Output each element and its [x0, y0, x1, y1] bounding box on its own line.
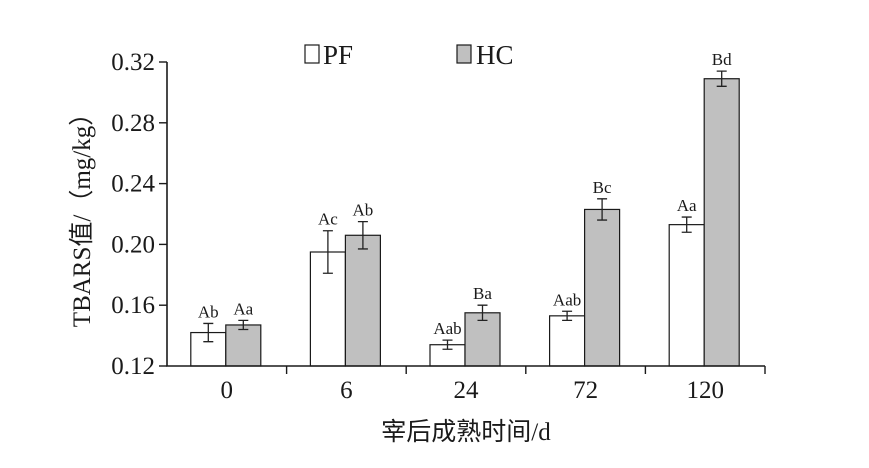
bar-hc: [344, 234, 381, 367]
x-axis-ticks: 0 6 24 72 120: [221, 366, 766, 404]
bar-series: [190, 78, 740, 367]
bar-label-pf: Aab: [433, 319, 461, 338]
x-tick-label: 0: [221, 377, 234, 404]
bar-label-pf: Ab: [198, 302, 219, 321]
error-bars: [203, 70, 727, 350]
y-axis-title: TBARS值/（mg/kg）: [68, 101, 96, 327]
x-tick-label: 24: [454, 377, 480, 404]
bar-hc: [703, 78, 740, 367]
error-bar-hc: [357, 220, 368, 250]
legend-swatch-hc: [456, 44, 472, 64]
x-axis-title: 宰后成熟时间/d: [381, 418, 551, 446]
error-bar-pf: [562, 310, 573, 322]
bar-pf: [668, 224, 705, 367]
bar-hc: [464, 312, 501, 367]
x-tick-label: 72: [573, 377, 598, 404]
y-tick-label: 0.24: [111, 171, 155, 198]
y-tick-label: 0.16: [111, 292, 155, 319]
x-tick-label: 6: [340, 377, 353, 404]
error-bar-pf: [681, 216, 692, 233]
legend-label-hc: HC: [476, 40, 514, 70]
error-bar-hc: [716, 70, 727, 87]
bar-label-hc: Bd: [712, 50, 732, 69]
y-tick-label: 0.12: [111, 353, 155, 380]
error-bar-hc: [477, 304, 488, 322]
error-bar-hc: [597, 198, 608, 221]
bar-label-hc: Ba: [473, 284, 492, 303]
bar-hc: [583, 208, 621, 367]
error-bar-hc: [238, 319, 249, 331]
bar-hc: [225, 324, 262, 367]
legend: PF HC: [304, 40, 514, 70]
bar-label-pf: Aa: [677, 196, 697, 215]
error-bar-pf: [442, 339, 453, 350]
bar-significance-labels: Ab Ac Aab Aab Aa Aa Ab Ba Bc Bd: [198, 50, 732, 338]
error-bar-pf: [203, 322, 214, 343]
y-axis-ticks: 0.12 0.16 0.20 0.24 0.28 0.32: [111, 49, 167, 380]
bar-label-hc: Bc: [593, 178, 612, 197]
legend-label-pf: PF: [323, 40, 353, 70]
bar-label-pf: Ac: [318, 210, 338, 229]
bar-label-hc: Aa: [233, 299, 253, 318]
bar-pf: [548, 315, 586, 367]
legend-swatch-pf: [304, 44, 320, 64]
axes-frame: [166, 62, 765, 367]
bar-label-pf: Aab: [553, 290, 581, 309]
bar-label-hc: Ab: [353, 201, 374, 220]
y-tick-label: 0.32: [111, 49, 155, 76]
y-tick-label: 0.28: [111, 110, 155, 137]
error-bar-pf: [322, 230, 333, 274]
y-tick-label: 0.20: [111, 231, 155, 258]
x-tick-label: 120: [686, 377, 724, 404]
